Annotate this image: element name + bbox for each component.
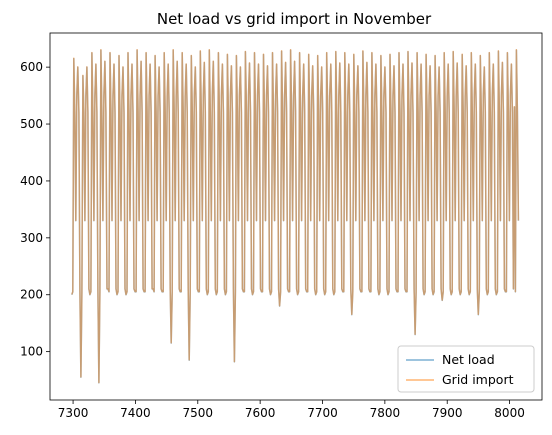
x-tick-label: 7600 — [245, 406, 276, 420]
y-tick-label: 600 — [20, 60, 43, 74]
x-tick-label: 7500 — [183, 406, 214, 420]
x-tick-label: 7900 — [432, 406, 463, 420]
legend-label: Net load — [442, 352, 495, 367]
legend-label: Grid import — [442, 372, 514, 387]
y-tick-label: 100 — [20, 345, 43, 359]
y-tick-label: 200 — [20, 288, 43, 302]
x-tick-label: 8000 — [494, 406, 525, 420]
y-tick-label: 300 — [20, 231, 43, 245]
x-tick-label: 7400 — [120, 406, 151, 420]
y-tick-label: 400 — [20, 174, 43, 188]
plot-series-layer — [71, 49, 520, 384]
chart-title: Net load vs grid import in November — [157, 10, 432, 28]
x-tick-label: 7300 — [58, 406, 89, 420]
y-axis: 100 200 300 400 500 600 — [20, 60, 50, 359]
x-axis: 7300 7400 7500 7600 7700 7800 7900 8000 — [58, 400, 525, 420]
x-tick-label: 7700 — [307, 406, 338, 420]
plot-frame — [49, 32, 543, 401]
x-tick-label: 7800 — [370, 406, 401, 420]
y-tick-label: 500 — [20, 117, 43, 131]
legend: Net load Grid import — [397, 345, 535, 393]
series-line-grid-import — [71, 49, 520, 384]
